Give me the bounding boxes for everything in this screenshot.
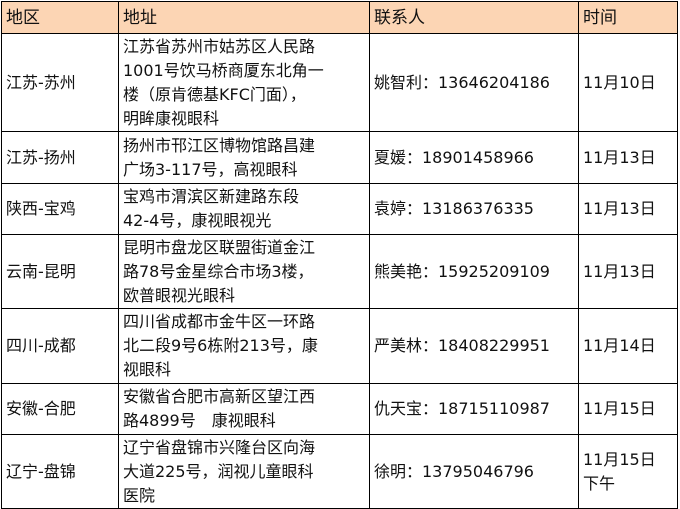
address-line: 宝鸡市渭滨区新建路东段	[123, 187, 300, 206]
contact-cell: 熊美艳：15925209109	[369, 234, 579, 309]
header-address: 地址	[118, 1, 370, 34]
time-cell: 11月13日	[578, 234, 678, 309]
contact-cell: 袁婷：13186376335	[369, 183, 579, 235]
time-cell: 11月15日 下午	[578, 434, 678, 509]
time-cell: 11月13日	[578, 183, 678, 235]
address-line: 四川省成都市金牛区一环路	[123, 312, 316, 331]
time-line: 下午	[583, 473, 616, 493]
time-line: 11月13日	[583, 261, 656, 281]
header-row: 地区 地址 联系人 时间	[1, 1, 678, 34]
address-line: 广场3-117号，高视眼科	[123, 159, 298, 179]
table-row: 辽宁-盘锦 辽宁省盘锦市兴隆台区向海 大道225号，润视儿童眼科 医院 徐明：13795…	[1, 434, 678, 509]
time-line: 11月15日	[583, 449, 656, 469]
address-cell: 昆明市盘龙区联盟街道金江 路78号金星综合市场3楼， 欧普眼视光眼科	[118, 234, 370, 309]
region-cell: 辽宁-盘锦	[1, 434, 119, 509]
region-cell: 江苏-苏州	[1, 33, 119, 132]
time-line: 11月15日	[583, 399, 656, 418]
time-cell: 11月15日	[578, 383, 678, 435]
address-line: 明眸康视眼科	[123, 108, 220, 128]
address-line: 欧普眼视光眼科	[123, 285, 236, 305]
address-cell: 江苏省苏州市姑苏区人民路 1001号饮马桥商厦东北角一 楼（原肯德基KFC门面）， 明…	[118, 33, 370, 132]
time-line: 11月13日	[583, 199, 656, 218]
region-cell: 陕西-宝鸡	[1, 183, 119, 235]
contact-cell: 严美林：18408229951	[369, 308, 579, 384]
time-cell: 11月10日	[578, 33, 678, 132]
header-region: 地区	[1, 1, 119, 34]
time-line: 11月14日	[583, 336, 656, 355]
address-line: 安徽省合肥市高新区望江西	[123, 387, 316, 406]
address-cell: 宝鸡市渭滨区新建路东段 42-4号，康视眼视光	[118, 183, 370, 235]
address-line: 辽宁省盘锦市兴隆台区向海	[123, 437, 316, 457]
address-cell: 四川省成都市金牛区一环路 北二段9号6栋附213号，康 视眼科	[118, 308, 370, 384]
table-row: 云南-昆明 昆明市盘龙区联盟街道金江 路78号金星综合市场3楼， 欧普眼视光眼科 熊美艳…	[1, 234, 678, 309]
address-line: 42-4号，康视眼视光	[123, 211, 272, 230]
address-line: 大道225号，润视儿童眼科	[123, 461, 314, 481]
time-cell: 11月14日	[578, 308, 678, 384]
time-line: 11月13日	[583, 147, 656, 167]
address-line: 路78号金星综合市场3楼，	[123, 261, 314, 281]
address-line: 北二段9号6栋附213号，康	[123, 336, 318, 355]
address-cell: 辽宁省盘锦市兴隆台区向海 大道225号，润视儿童眼科 医院	[118, 434, 370, 509]
address-cell: 扬州市邗江区博物馆路昌建 广场3-117号，高视眼科	[118, 131, 370, 184]
address-line: 医院	[123, 485, 156, 505]
header-contact: 联系人	[369, 1, 579, 34]
address-cell: 安徽省合肥市高新区望江西 路4899号 康视眼科	[118, 383, 370, 435]
address-line: 1001号饮马桥商厦东北角一	[123, 60, 324, 80]
table-row: 四川-成都 四川省成都市金牛区一环路 北二段9号6栋附213号，康 视眼科 严美林：18…	[1, 308, 678, 384]
region-cell: 四川-成都	[1, 308, 119, 384]
table-row: 江苏-苏州 江苏省苏州市姑苏区人民路 1001号饮马桥商厦东北角一 楼（原肯德基KFC…	[1, 33, 678, 132]
contact-cell: 姚智利：13646204186	[369, 33, 579, 132]
contact-cell: 仇天宝：18715110987	[369, 383, 579, 435]
header-time: 时间	[578, 1, 678, 34]
contact-cell: 徐明：13795046796	[369, 434, 579, 509]
address-line: 视眼科	[123, 360, 172, 379]
time-line: 11月10日	[583, 72, 656, 92]
region-cell: 云南-昆明	[1, 234, 119, 309]
address-line: 扬州市邗江区博物馆路昌建	[123, 135, 316, 155]
address-line: 昆明市盘龙区联盟街道金江	[123, 237, 316, 257]
address-line: 楼（原肯德基KFC门面），	[123, 84, 306, 104]
table-row: 江苏-扬州 扬州市邗江区博物馆路昌建 广场3-117号，高视眼科 夏媛：1890145…	[1, 131, 678, 184]
contact-cell: 夏媛：18901458966	[369, 131, 579, 184]
time-cell: 11月13日	[578, 131, 678, 184]
address-line: 路4899号 康视眼科	[123, 411, 276, 430]
table-row: 安徽-合肥 安徽省合肥市高新区望江西 路4899号 康视眼科 仇天宝：18715110…	[1, 383, 678, 435]
address-line: 江苏省苏州市姑苏区人民路	[123, 36, 316, 56]
region-cell: 江苏-扬州	[1, 131, 119, 184]
region-cell: 安徽-合肥	[1, 383, 119, 435]
table-row: 陕西-宝鸡 宝鸡市渭滨区新建路东段 42-4号，康视眼视光 袁婷：1318637633…	[1, 183, 678, 235]
